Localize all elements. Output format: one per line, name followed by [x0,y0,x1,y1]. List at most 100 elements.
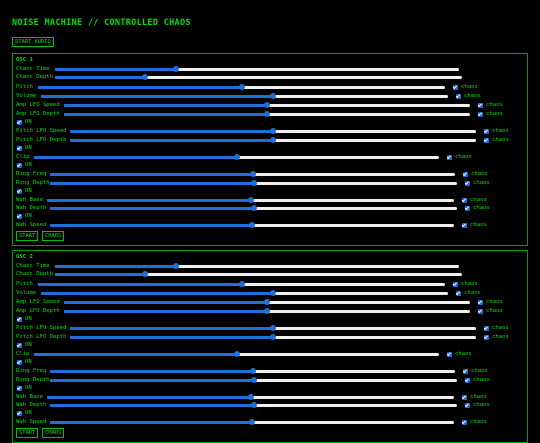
on-checkbox-amp-lfo-depth[interactable] [17,317,22,322]
chaos-checkbox-ring-depth[interactable] [465,181,470,186]
slider-thumb[interactable] [233,351,240,357]
slider-clip[interactable] [34,154,439,160]
slider-thumb[interactable] [238,84,245,90]
chaos-checkbox-ring-freq[interactable] [463,369,468,374]
osc-chaos-button[interactable]: CHAOS [42,231,65,241]
slider-thumb[interactable] [249,368,256,374]
chaos-checkbox-wah-depth[interactable] [465,403,470,408]
slider-thumb[interactable] [233,154,240,160]
slider-thumb[interactable] [249,222,255,228]
slider-chaos-depth[interactable] [55,74,462,80]
control-label-pitch: Pitch [16,84,33,90]
slider-thumb[interactable] [250,205,257,211]
on-checkbox-wah-depth[interactable] [17,411,22,416]
chaos-checkbox-wah-speed[interactable] [462,420,467,425]
slider-thumb[interactable] [173,263,180,269]
chaos-checkbox-volume[interactable] [456,291,461,296]
slider-thumb[interactable] [269,93,276,99]
slider-thumb[interactable] [270,325,276,331]
slider-thumb[interactable] [173,66,180,72]
slider-chaos-time[interactable] [55,263,459,269]
slider-thumb[interactable] [249,171,256,177]
slider-chaos-depth[interactable] [55,271,462,277]
chaos-checkbox-pitch-lfo-speed[interactable] [484,326,489,331]
slider-thumb[interactable] [141,74,148,80]
slider-wah-speed[interactable] [50,222,454,228]
osc-start-button[interactable]: START [16,231,39,241]
chaos-checkbox-amp-lfo-depth[interactable] [478,309,483,314]
slider-thumb[interactable] [250,180,257,186]
slider-thumb[interactable] [250,402,257,408]
slider-pitch-lfo-depth[interactable] [70,334,476,340]
slider-thumb[interactable] [249,419,255,425]
slider-ring-freq[interactable] [50,368,455,374]
slider-clip[interactable] [34,351,439,357]
on-checkbox-ring-depth[interactable] [17,386,22,391]
chaos-checkbox-wah-base[interactable] [462,198,467,203]
slider-amp-lfo-speed[interactable] [64,102,470,108]
slider-thumb[interactable] [269,290,276,296]
chaos-checkbox-pitch-lfo-speed[interactable] [484,129,489,134]
on-checkbox-amp-lfo-depth[interactable] [17,120,22,125]
slider-thumb[interactable] [247,197,254,203]
on-checkbox-pitch-lfo-depth[interactable] [17,146,22,151]
slider-pitch[interactable] [38,84,445,90]
slider-ring-depth[interactable] [50,180,457,186]
slider-pitch-lfo-speed[interactable] [70,325,476,331]
osc-start-button[interactable]: START [16,428,39,438]
slider-thumb[interactable] [247,394,254,400]
control-label-chaos-time: Chaos Time [16,66,50,72]
slider-thumb[interactable] [250,377,257,383]
slider-wah-depth[interactable] [50,402,457,408]
slider-wah-speed[interactable] [50,419,454,425]
slider-thumb[interactable] [264,102,270,108]
slider-wah-depth[interactable] [50,205,457,211]
chaos-checkbox-ring-freq[interactable] [463,172,468,177]
slider-volume[interactable] [41,93,448,99]
control-label-wah-speed: Wah Speed [16,419,47,425]
chaos-checkbox-clip[interactable] [447,155,452,160]
slider-pitch-lfo-depth[interactable] [70,137,476,143]
on-checkbox-wah-depth[interactable] [17,214,22,219]
chaos-checkbox-amp-lfo-depth[interactable] [478,112,483,117]
slider-pitch-lfo-speed[interactable] [70,128,476,134]
slider-ring-freq[interactable] [50,171,455,177]
slider-thumb[interactable] [270,128,276,134]
slider-chaos-time[interactable] [55,66,459,72]
slider-wah-base[interactable] [47,394,454,400]
on-checkbox-clip[interactable] [17,360,22,365]
chaos-checkbox-wah-base[interactable] [462,395,467,400]
chaos-checkbox-pitch-lfo-depth[interactable] [484,335,489,340]
chaos-checkbox-pitch[interactable] [453,282,458,287]
slider-amp-lfo-depth[interactable] [64,111,470,117]
slider-amp-lfo-speed[interactable] [64,299,470,305]
chaos-checkbox-ring-depth[interactable] [465,378,470,383]
chaos-checkbox-clip[interactable] [447,352,452,357]
chaos-checkbox-wah-speed[interactable] [462,223,467,228]
on-checkbox-ring-depth[interactable] [17,189,22,194]
chaos-checkbox-amp-lfo-speed[interactable] [478,300,483,305]
osc-chaos-button[interactable]: CHAOS [42,428,65,438]
slider-thumb[interactable] [264,308,270,314]
on-checkbox-pitch-lfo-depth[interactable] [17,343,22,348]
slider-thumb[interactable] [270,334,276,340]
chaos-checkbox-volume[interactable] [456,94,461,99]
chaos-checkbox-amp-lfo-speed[interactable] [478,103,483,108]
slider-thumb[interactable] [141,271,148,277]
slider-volume[interactable] [41,290,448,296]
slider-amp-lfo-depth[interactable] [64,308,470,314]
chaos-checkbox-pitch[interactable] [453,85,458,90]
chaos-checkbox-pitch-lfo-depth[interactable] [484,138,489,143]
on-checkbox-clip[interactable] [17,163,22,168]
chaos-checkbox-wah-depth[interactable] [465,206,470,211]
slider-wah-base[interactable] [47,197,454,203]
slider-thumb[interactable] [264,111,270,117]
slider-thumb[interactable] [264,299,270,305]
slider-ring-depth[interactable] [50,377,457,383]
on-label: ON [25,213,32,219]
start-audio-button[interactable]: START AUDIO [12,37,54,47]
slider-fill [50,404,254,407]
slider-pitch[interactable] [38,281,445,287]
slider-thumb[interactable] [238,281,245,287]
slider-thumb[interactable] [270,137,276,143]
